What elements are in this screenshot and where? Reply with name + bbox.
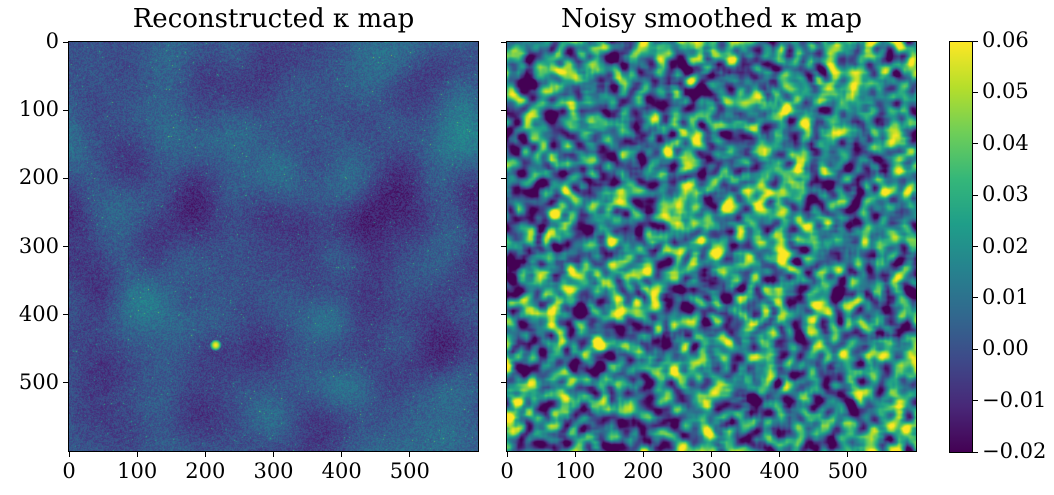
x-tick-label: 200 <box>185 459 226 483</box>
colorbar-tick-label: −0.01 <box>982 387 1047 412</box>
y-tick-label: 500 <box>18 369 59 394</box>
x-tick-mark <box>847 452 849 457</box>
x-tick-label: 0 <box>62 459 76 483</box>
x-tick-mark <box>642 452 644 457</box>
y-tick-mark <box>63 177 68 179</box>
x-tick-mark <box>273 452 274 457</box>
y-tick-mark <box>501 109 506 111</box>
x-tick-label: 200 <box>623 459 664 483</box>
colorbar-tick-label: 0.01 <box>982 284 1029 309</box>
right-axes-frame <box>506 41 917 452</box>
x-tick-mark <box>204 452 206 457</box>
colorbar-tick-mark <box>973 91 978 93</box>
y-tick-mark <box>501 177 506 179</box>
y-tick-mark <box>63 41 68 43</box>
colorbar-tick-label: 0.02 <box>982 233 1029 258</box>
colorbar-tick-label: 0.04 <box>982 130 1029 155</box>
left-panel-title: Reconstructed κ map <box>132 4 415 34</box>
y-tick-mark <box>63 382 68 384</box>
colorbar-tick-mark <box>973 246 978 247</box>
y-tick-label: 400 <box>18 301 59 326</box>
colorbar-tick-label: 0.03 <box>982 182 1029 207</box>
x-tick-mark <box>506 452 508 457</box>
x-tick-label: 500 <box>827 459 868 483</box>
x-tick-label: 400 <box>321 459 362 483</box>
left-axes-frame <box>68 41 479 452</box>
colorbar-tick-mark <box>973 400 978 402</box>
colorbar-tick-mark <box>973 451 978 453</box>
y-tick-label: 100 <box>18 97 59 122</box>
colorbar <box>949 41 973 453</box>
y-tick-label: 300 <box>18 233 59 258</box>
x-tick-mark <box>341 452 343 457</box>
y-tick-mark <box>63 246 68 247</box>
colorbar-tick-label: −0.02 <box>982 439 1047 463</box>
y-tick-mark <box>501 246 506 247</box>
x-tick-label: 100 <box>555 459 596 483</box>
x-tick-label: 300 <box>253 459 294 483</box>
colorbar-tick-label: 0.00 <box>982 336 1029 361</box>
colorbar-tick-mark <box>973 194 978 196</box>
x-tick-label: 500 <box>389 459 430 483</box>
y-tick-mark <box>501 41 506 43</box>
y-tick-mark <box>63 314 68 316</box>
colorbar-tick-mark <box>973 40 978 42</box>
colorbar-tick-mark <box>973 297 978 299</box>
x-tick-mark <box>779 452 781 457</box>
x-tick-label: 100 <box>117 459 158 483</box>
x-tick-mark <box>136 452 138 457</box>
x-tick-mark <box>574 452 576 457</box>
x-tick-mark <box>711 452 712 457</box>
x-tick-label: 0 <box>500 459 514 483</box>
x-tick-mark <box>68 452 70 457</box>
x-tick-label: 300 <box>691 459 732 483</box>
y-tick-mark <box>501 382 506 384</box>
reconstructed-kappa-image <box>69 42 478 451</box>
colorbar-tick-label: 0.06 <box>982 28 1029 52</box>
y-tick-label: 0 <box>45 29 59 53</box>
colorbar-tick-mark <box>973 348 978 350</box>
right-panel-title: Noisy smoothed κ map <box>560 4 863 34</box>
y-tick-mark <box>63 109 68 111</box>
x-tick-mark <box>409 452 411 457</box>
y-tick-mark <box>501 314 506 316</box>
colorbar-tick-mark <box>973 143 978 145</box>
x-tick-label: 400 <box>759 459 800 483</box>
colorbar-tick-label: 0.05 <box>982 79 1029 104</box>
noisy-smoothed-kappa-image <box>507 42 916 451</box>
y-tick-label: 200 <box>18 165 59 190</box>
